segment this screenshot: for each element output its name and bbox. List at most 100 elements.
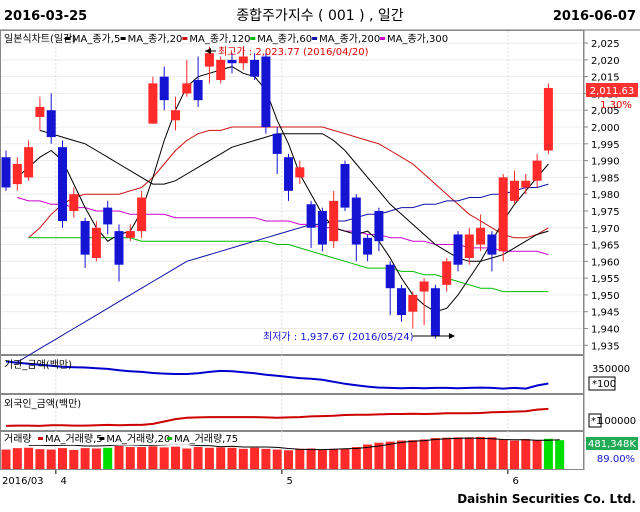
volume-bar: [35, 449, 45, 469]
volume-bar: [182, 448, 192, 469]
min-annotation: 최저가 : 1,937.67 (2016/05/24): [263, 331, 414, 343]
volume-bar: [193, 447, 203, 469]
price-tick-label: 2,020: [591, 56, 620, 67]
candle-body: [216, 59, 226, 81]
volume-bar: [216, 447, 226, 469]
price-legend: 일본식차트(일간)MA_종가,5 MA_종가,20 MA_종가,120 MA_종가,6…: [4, 33, 448, 45]
institution-tick: 350000: [592, 364, 630, 375]
candle-body: [464, 234, 474, 258]
price-tick-label: 1,995: [591, 140, 620, 151]
price-tick-label: 1,985: [591, 173, 620, 184]
ma20-line: [39, 129, 549, 262]
candle-body: [284, 157, 293, 191]
volume-bar: [91, 448, 101, 469]
volume-ma-line: [28, 437, 560, 451]
volume-bar: [532, 440, 542, 469]
price-tick-label: 1,965: [591, 241, 620, 252]
volume-bar: [397, 440, 406, 469]
volume-bar: [137, 447, 147, 469]
price-tick-label: 2,015: [591, 73, 620, 84]
candle-body: [103, 207, 113, 225]
x-tick-label: 4: [61, 476, 67, 487]
foreign-series: [5, 407, 549, 427]
price-tick-label: 2,025: [591, 39, 620, 50]
x-tick-label: 5: [287, 476, 293, 487]
volume-bar: [204, 447, 214, 469]
institution-line: [5, 360, 549, 390]
x-tick-label: 2016/03: [2, 476, 44, 487]
candle-body: [329, 200, 339, 242]
legend-label: 일본식차트(일간): [4, 33, 76, 45]
foreign-unit: *1: [591, 416, 602, 427]
max-annotation: 최고가 : 2,023.77 (2016/04/20): [218, 46, 369, 58]
max-arrow-icon: [205, 48, 211, 54]
ma5-line: [16, 66, 549, 313]
candle-body: [487, 234, 497, 255]
foreign-unit-box: [588, 413, 602, 428]
volume-bar: [24, 447, 34, 469]
legend-label: MA_종가,60: [257, 33, 312, 45]
ma200-line: [17, 183, 549, 363]
volume-bar: [284, 450, 293, 469]
volume-bar: [351, 447, 361, 469]
candle-body: [385, 264, 395, 289]
candle-body: [363, 237, 373, 255]
volume-bar: [340, 448, 350, 469]
candle-body: [1, 157, 11, 188]
legend-label: MA_종가,5: [72, 33, 120, 45]
candle-body: [430, 288, 440, 337]
price-tick-label: 1,980: [591, 190, 620, 201]
volume-bars: [1, 436, 565, 469]
volume-bar: [227, 447, 237, 469]
legend-label: MA_종가,200: [319, 33, 380, 45]
volume-bar: [250, 447, 260, 469]
volume-bar: [103, 447, 113, 469]
legend-swatch: [380, 37, 385, 40]
institution-series: [5, 360, 549, 390]
price-tick-label: 1,960: [591, 257, 620, 268]
candle-body: [521, 180, 531, 188]
x-axis: 2016/03 4 5 6: [2, 470, 519, 487]
candle-body: [24, 147, 34, 178]
legend-label: MA_종가,300: [387, 33, 448, 45]
candle-body: [351, 197, 361, 245]
candle-body: [114, 231, 124, 265]
candle-body: [306, 204, 316, 228]
candle-body: [340, 163, 350, 208]
company-name: Daishin Securities Co. Ltd.: [457, 492, 636, 506]
candle-body: [80, 221, 90, 255]
volume-bar: [419, 439, 429, 469]
volume-bar: [58, 448, 67, 469]
volume-bar: [272, 449, 282, 469]
volume-bar: [12, 448, 22, 469]
volume-last: 481,348K: [588, 439, 636, 450]
candle-body: [453, 234, 463, 265]
price-tick-label: 2,000: [591, 123, 620, 134]
volume-bar: [543, 438, 553, 469]
candle-body: [272, 133, 282, 154]
last-change: 1.30%: [600, 100, 632, 111]
institution-unit-box: [588, 376, 616, 391]
institution-title: 기관_금액(백만): [4, 359, 72, 371]
legend-swatch: [312, 37, 318, 40]
volume-last-box: [586, 437, 638, 450]
candlesticks: [1, 46, 553, 339]
candle-body: [476, 227, 486, 245]
volume-bar: [317, 449, 327, 469]
candle-body: [69, 194, 79, 211]
candle-body: [419, 281, 429, 292]
legend-label: MA_종가,120: [189, 33, 250, 45]
volume-bar: [555, 440, 565, 469]
price-tick-label: 1,945: [591, 308, 620, 319]
price-tick-label: 1,955: [591, 274, 620, 285]
candle-body: [295, 167, 305, 178]
volume-bar: [171, 446, 180, 469]
candle-body: [317, 210, 327, 245]
candle-body: [510, 180, 519, 201]
candle-body: [137, 197, 147, 232]
foreign-title: 외국인_금액(백만): [4, 398, 81, 410]
volume-bar: [46, 449, 56, 469]
foreign-line: [5, 407, 549, 427]
volume-bar: [125, 447, 135, 469]
candle-body: [12, 163, 22, 185]
